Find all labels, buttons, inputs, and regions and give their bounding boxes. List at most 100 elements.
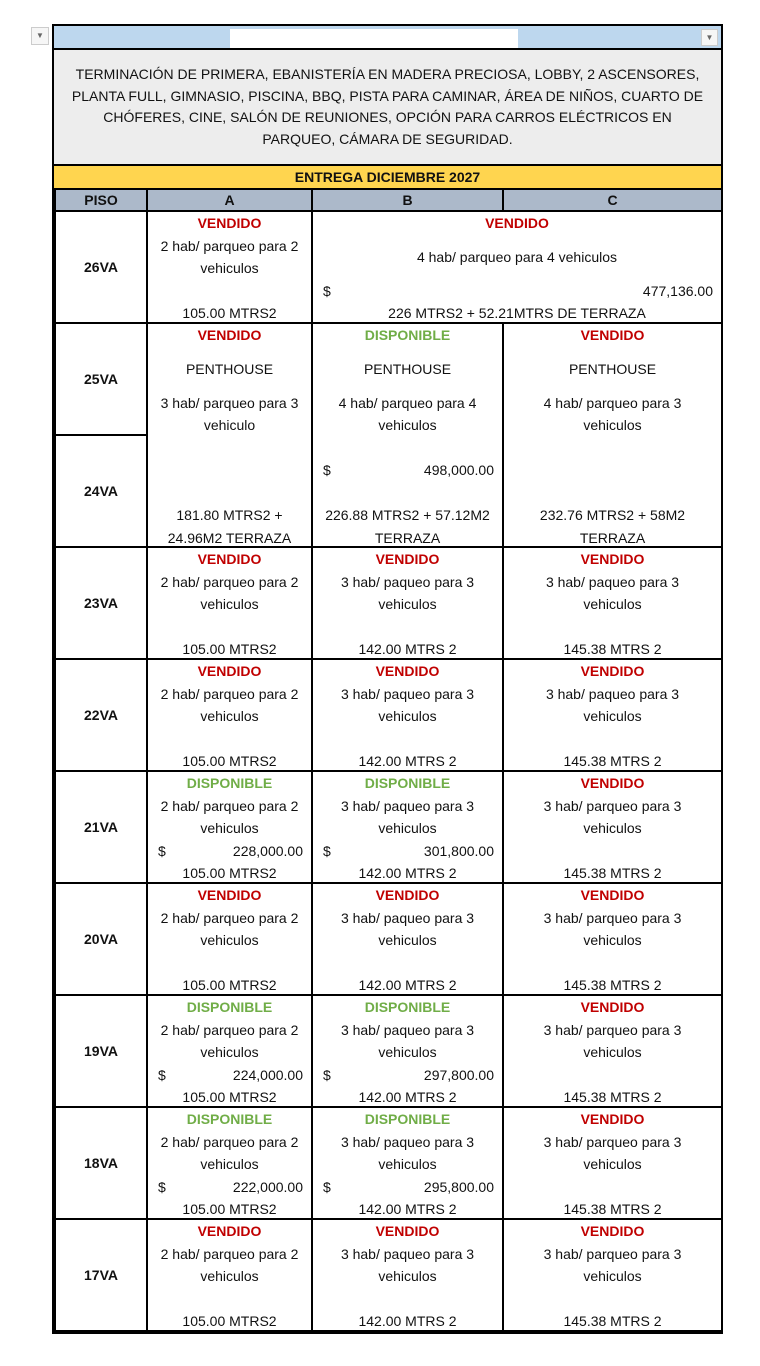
floor-label: 18VA xyxy=(54,1106,148,1220)
unit-area: 105.00 MTRS2 xyxy=(182,1313,277,1329)
unit-area: 232.76 MTRS2 + 58M2 xyxy=(539,507,686,523)
status-label: VENDIDO xyxy=(375,551,440,567)
status-label: DISPONIBLE xyxy=(186,775,273,791)
unit-description: vehiculos xyxy=(378,596,437,612)
status-label: VENDIDO xyxy=(197,215,262,231)
status-label: VENDIDO xyxy=(197,327,262,343)
title-cell xyxy=(230,29,518,48)
filter-dropdown-left[interactable]: ▼ xyxy=(31,27,49,45)
unit-area: 105.00 MTRS2 xyxy=(182,305,277,321)
unit-description: 3 hab/ parqueo para 3 xyxy=(543,797,682,814)
unit-description: vehiculos xyxy=(583,932,642,948)
unit-area: 145.38 MTRS 2 xyxy=(563,1313,662,1329)
unit-a: VENDIDO PENTHOUSE 3 hab/ parqueo para 3 veh… xyxy=(146,322,313,548)
unit-description: 2 hab/ parqueo para 2 xyxy=(160,573,299,590)
status-label: VENDIDO xyxy=(375,663,440,679)
price-value: 498,000.00 xyxy=(423,462,494,478)
unit-area: 105.00 MTRS2 xyxy=(182,977,277,993)
unit-c: VENDIDO 3 hab/ parqueo para 3 vehiculos 145… xyxy=(502,770,723,884)
price-line: $297,800.00 xyxy=(313,1064,502,1086)
unit-a: VENDIDO 2 hab/ parqueo para 2 vehiculos 105… xyxy=(146,882,313,996)
floor-label: 17VA xyxy=(54,1218,148,1332)
unit-description: vehiculos xyxy=(583,708,642,724)
cell-content: DISPONIBLE 3 hab/ paqueo para 3 vehiculos $… xyxy=(313,996,502,1106)
table-row: 17VA VENDIDO 2 hab/ parqueo para 2 vehiculo… xyxy=(54,1218,723,1332)
unit-area: 226.88 MTRS2 + 57.12M2 xyxy=(325,507,490,523)
units-table: PISO A B C 26VA VENDIDO 2 hab/ parqueo par… xyxy=(54,190,723,1332)
cell-content: VENDIDO 2 hab/ parqueo para 2 vehiculos 105… xyxy=(148,1220,311,1330)
status-label: VENDIDO xyxy=(580,327,645,343)
unit-b: DISPONIBLE 3 hab/ paqueo para 3 vehiculos $… xyxy=(311,1106,504,1220)
status-label: VENDIDO xyxy=(580,775,645,791)
table-row: 24VA xyxy=(54,434,722,548)
unit-area: 142.00 MTRS 2 xyxy=(358,1201,457,1217)
unit-description: vehiculos xyxy=(200,596,259,612)
unit-description: 3 hab/ parqueo para 3 xyxy=(543,1245,682,1262)
unit-description: 3 hab/ paqueo para 3 xyxy=(340,685,475,702)
unit-description: vehiculos xyxy=(583,596,642,612)
status-label: VENDIDO xyxy=(580,1111,645,1127)
unit-area: 142.00 MTRS 2 xyxy=(358,977,457,993)
unit-b: VENDIDO 3 hab/ paqueo para 3 vehiculos 142.… xyxy=(311,546,504,660)
chevron-down-icon: ▼ xyxy=(36,31,44,40)
unit-area: 181.80 MTRS2 + xyxy=(176,507,283,523)
unit-description: 2 hab/ parqueo para 2 xyxy=(160,1133,299,1150)
price-value: 477,136.00 xyxy=(642,282,713,299)
currency-symbol: $ xyxy=(323,1178,331,1195)
cell-content: VENDIDO 2 hab/ parqueo para 2 vehiculos 105… xyxy=(148,884,311,994)
unit-description: 2 hab/ parqueo para 2 xyxy=(160,909,299,926)
status-label: VENDIDO xyxy=(580,663,645,679)
cell-content: DISPONIBLE 3 hab/ paqueo para 3 vehiculos $… xyxy=(313,772,502,882)
unit-description: vehiculos xyxy=(200,820,259,836)
price-line: $498,000.00 xyxy=(313,459,502,481)
unit-description: vehiculos xyxy=(378,932,437,948)
unit-description: 3 hab/ parqueo para 3 xyxy=(543,1133,682,1150)
unit-c: VENDIDO 3 hab/ paqueo para 3 vehiculos 145.… xyxy=(502,658,723,772)
cell-content: VENDIDO 2 hab/ parqueo para 2 vehiculos 105… xyxy=(148,212,311,322)
unit-description: 3 hab/ paqueo para 3 xyxy=(340,797,475,814)
unit-description: 3 hab/ paqueo para 3 xyxy=(340,573,475,590)
cell-content: VENDIDO 3 hab/ paqueo para 3 vehiculos 142.… xyxy=(313,660,502,770)
table-row: 26VA VENDIDO 2 hab/ parqueo para 2 vehiculo… xyxy=(54,210,723,324)
cell-content: VENDIDO 3 hab/ paqueo para 3 vehiculos 142.… xyxy=(313,548,502,658)
chevron-down-icon: ▼ xyxy=(705,33,714,42)
unit-description: 3 hab/ paqueo para 3 xyxy=(340,1133,475,1150)
unit-area: 142.00 MTRS 2 xyxy=(358,753,457,769)
unit-description: vehiculos xyxy=(583,417,642,433)
price-line: $477,136.00 xyxy=(313,280,721,302)
cell-content: DISPONIBLE 2 hab/ parqueo para 2 vehiculos… xyxy=(148,996,311,1106)
unit-description: 3 hab/ paqueo para 3 xyxy=(340,1021,475,1038)
unit-description: vehiculos xyxy=(200,1268,259,1284)
price-value: 301,800.00 xyxy=(423,842,494,859)
cell-content: DISPONIBLE 2 hab/ parqueo para 2 vehiculos… xyxy=(148,1108,311,1218)
unit-area: 105.00 MTRS2 xyxy=(182,1201,277,1217)
unit-description: vehiculos xyxy=(200,1044,259,1060)
unit-c: VENDIDO 3 hab/ paqueo para 3 vehiculos 145.… xyxy=(502,546,723,660)
unit-area: 145.38 MTRS 2 xyxy=(563,977,662,993)
status-label: VENDIDO xyxy=(197,887,262,903)
unit-description: vehiculos xyxy=(583,1044,642,1060)
cell-content: DISPONIBLE 2 hab/ parqueo para 2 vehiculos… xyxy=(148,772,311,882)
status-label: VENDIDO xyxy=(580,1223,645,1239)
currency-symbol: $ xyxy=(323,282,331,299)
status-label: VENDIDO xyxy=(580,999,645,1015)
unit-a: DISPONIBLE 2 hab/ parqueo para 2 vehiculos… xyxy=(146,1106,313,1220)
status-label: VENDIDO xyxy=(375,1223,440,1239)
cell-content: VENDIDO 3 hab/ parqueo para 3 vehiculos 145… xyxy=(504,1108,721,1218)
unit-c: VENDIDO 3 hab/ parqueo para 3 vehiculos 145… xyxy=(502,994,723,1108)
unit-description: vehiculos xyxy=(200,708,259,724)
status-label: VENDIDO xyxy=(197,1223,262,1239)
amenities-description: TERMINACIÓN DE PRIMERA, EBANISTERÍA EN M… xyxy=(54,50,721,166)
status-label: DISPONIBLE xyxy=(364,999,451,1015)
price-line: $295,800.00 xyxy=(313,1176,502,1198)
header-a: A xyxy=(146,190,313,212)
unit-description: 4 hab/ parqueo para 4 vehiculos xyxy=(416,248,618,265)
filter-dropdown-right[interactable]: ▼ xyxy=(701,29,718,46)
unit-description: 2 hab/ parqueo para 2 xyxy=(160,1245,299,1262)
unit-description: vehiculos xyxy=(583,1156,642,1172)
unit-description: vehiculos xyxy=(200,1156,259,1172)
unit-area: 145.38 MTRS 2 xyxy=(563,753,662,769)
unit-description: vehiculos xyxy=(378,1268,437,1284)
status-label: DISPONIBLE xyxy=(364,1111,451,1127)
